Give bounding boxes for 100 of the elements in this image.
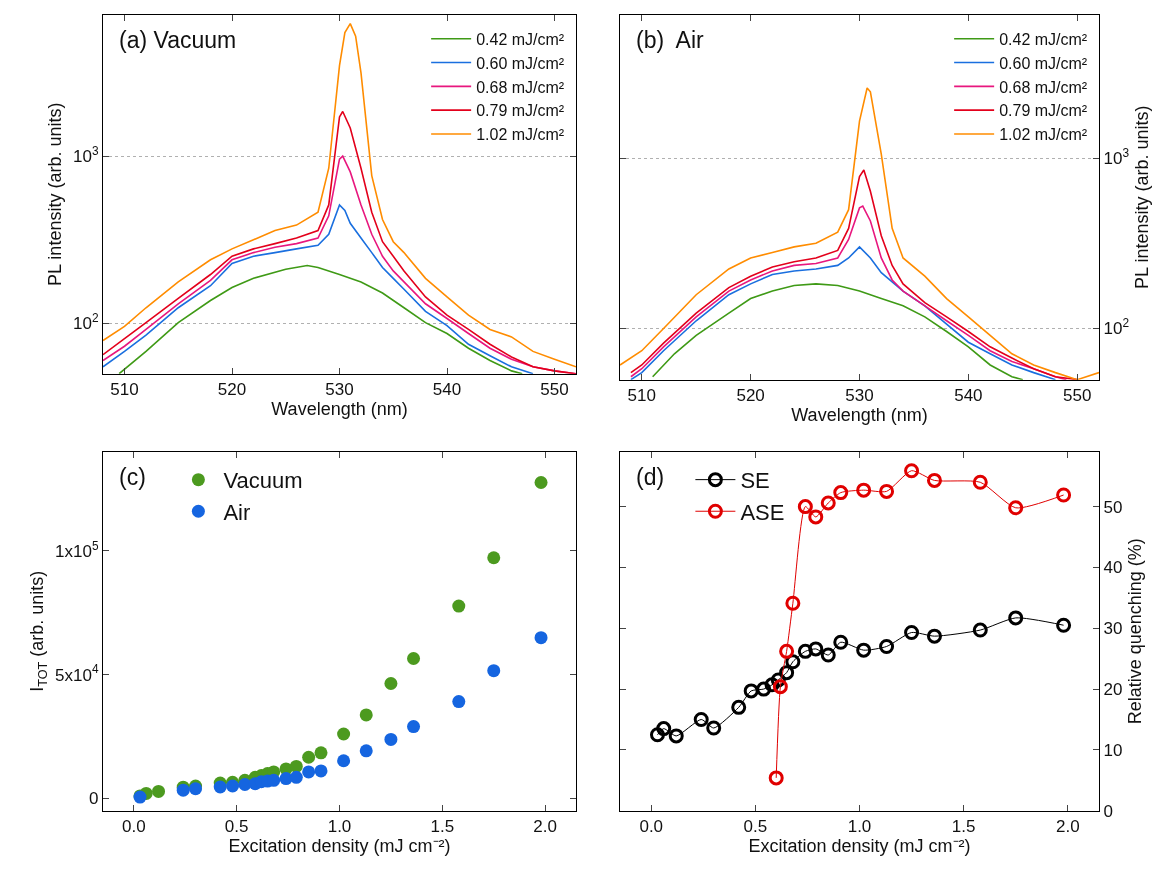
x-tick-label: 0.5 [224, 817, 249, 837]
point [820, 495, 836, 511]
point [337, 727, 351, 741]
y-tick-label: 10$^{3}$ [72, 143, 99, 167]
line-series [103, 22, 576, 368]
point [1008, 500, 1024, 516]
line-series [651, 283, 1024, 380]
y-tick-label: 5x10$^{4}$ [55, 662, 99, 685]
y-tick-label: 10$^{2}$ [72, 311, 99, 334]
annotation: (d) [636, 464, 665, 490]
legend-label: 0.42 mJ/cm² [476, 30, 565, 48]
point [833, 485, 849, 501]
point [314, 746, 328, 760]
point [904, 463, 920, 479]
y-tick-label: 0 [89, 789, 99, 809]
point [384, 677, 398, 691]
y2-tick-label: 50 [1103, 497, 1123, 517]
point [797, 643, 813, 659]
x-axis-title: Excitation density (mJ cm⁻²) [748, 836, 971, 857]
point [808, 509, 824, 525]
y2-tick-label: 0 [1103, 801, 1113, 821]
x-tick-label: 510 [110, 380, 139, 400]
point [772, 679, 788, 695]
legend-label: 0.79 mJ/cm² [476, 102, 565, 120]
point [656, 721, 672, 737]
y2-tick-label: 10 [1103, 740, 1123, 760]
point [972, 474, 988, 490]
point [785, 595, 801, 611]
point [314, 764, 328, 778]
point [384, 732, 398, 746]
annotation: (a) Vacuum [119, 27, 237, 53]
y2-tick-label: 10$^{3}$ [1103, 146, 1130, 169]
point [487, 551, 501, 565]
legend-label: ASE [740, 499, 785, 525]
x-tick-label: 510 [627, 386, 656, 406]
legend-label: 0.68 mJ/cm² [999, 78, 1088, 96]
point [452, 599, 466, 613]
point [668, 728, 684, 744]
y2-tick-label: 20 [1103, 680, 1123, 700]
point [289, 759, 303, 773]
x-tick-label: 550 [540, 380, 569, 400]
point [693, 711, 709, 727]
legend-label: 0.79 mJ/cm² [999, 102, 1088, 120]
point [904, 625, 920, 640]
y-axis-title: PL intensity (arb. units) [45, 102, 66, 286]
point [407, 652, 421, 666]
x-tick-label: 0.0 [639, 817, 664, 837]
legend-label: 0.68 mJ/cm² [476, 78, 565, 96]
point [302, 750, 316, 764]
x-tick-label: 520 [736, 386, 765, 406]
x-tick-label: 550 [1063, 386, 1092, 406]
point [1056, 487, 1072, 503]
point [407, 720, 421, 734]
point [879, 483, 895, 499]
point [152, 784, 166, 798]
x-tick-label: 520 [217, 380, 247, 400]
legend-label: SE [740, 468, 770, 494]
legend-label: 0.42 mJ/cm² [999, 30, 1088, 48]
point [226, 779, 240, 793]
line-series [103, 204, 534, 374]
point [337, 754, 351, 768]
point [302, 765, 316, 779]
x-tick-label: 0.5 [743, 817, 768, 837]
legend-label: 1.02 mJ/cm² [476, 126, 565, 144]
point [731, 699, 747, 715]
legend-label: 0.60 mJ/cm² [476, 54, 565, 72]
annotation: (c) [119, 464, 146, 490]
x-tick-label: 0.0 [122, 817, 146, 837]
point [926, 628, 942, 644]
x-axis-title: Wavelength (nm) [271, 399, 408, 420]
point [779, 643, 795, 659]
point [779, 665, 795, 681]
x-tick-label: 1.0 [327, 817, 352, 837]
point [359, 708, 373, 722]
y2-tick-label: 30 [1103, 619, 1123, 639]
point [1008, 610, 1024, 626]
x-tick-label: 530 [845, 386, 874, 406]
point [797, 499, 813, 515]
legend-label: Vacuum [223, 468, 303, 494]
point [359, 744, 373, 758]
x-axis-title: Excitation density (mJ cm⁻²) [228, 836, 451, 857]
y-tick-label: 1x10$^{5}$ [55, 538, 99, 561]
y2-axis-title: Relative quenching (%) [1124, 538, 1145, 725]
point [487, 664, 501, 678]
legend-label: Air [223, 499, 251, 525]
x-tick-label: 1.5 [430, 817, 455, 837]
x-tick-label: 540 [432, 380, 462, 400]
point [856, 482, 872, 498]
point [289, 770, 303, 784]
point [452, 695, 466, 709]
y2-tick-label: 40 [1103, 558, 1123, 578]
x-tick-label: 2.0 [1055, 817, 1080, 837]
point [926, 472, 942, 488]
point [534, 631, 548, 645]
point [833, 634, 849, 650]
line-series [630, 246, 1057, 380]
point [808, 641, 824, 657]
y2-tick-label: 10$^{2}$ [1103, 316, 1130, 339]
point [972, 622, 988, 638]
point [650, 727, 665, 743]
